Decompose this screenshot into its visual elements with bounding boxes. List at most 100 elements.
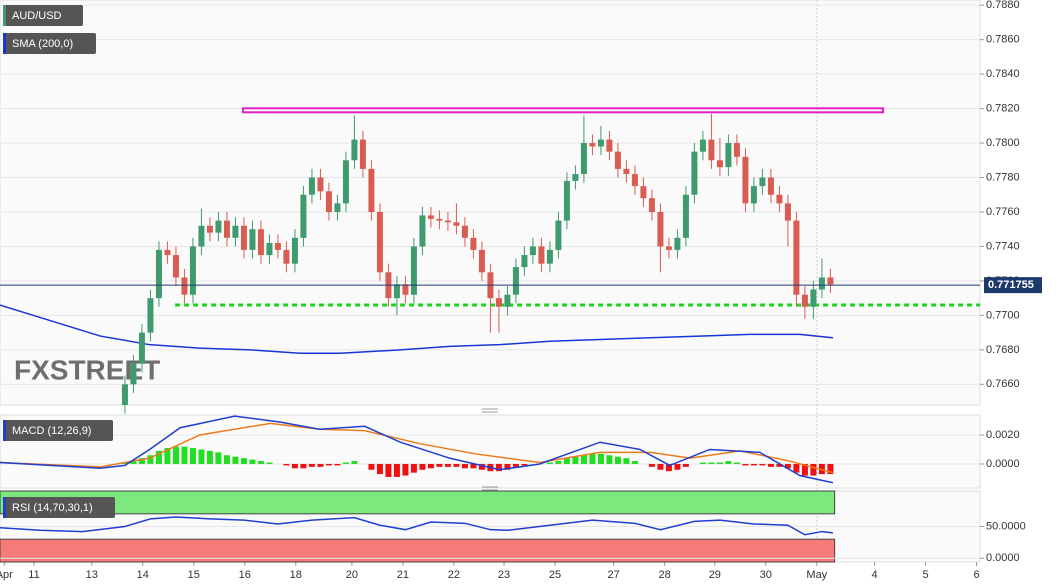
macd-histogram-bar <box>283 463 290 466</box>
macd-histogram-bar <box>674 463 681 470</box>
candle-body <box>266 243 273 256</box>
legend-box <box>3 5 83 26</box>
candle-body <box>376 211 383 273</box>
macd-histogram-bar <box>172 446 179 464</box>
macd-histogram-bar <box>555 461 562 464</box>
macd-histogram-bar <box>181 446 188 464</box>
x-tick-label: 23 <box>498 569 510 581</box>
y-tick-label: 0.7800 <box>986 137 1020 149</box>
macd-histogram-bar <box>801 463 808 476</box>
candle-body <box>215 220 222 233</box>
macd-histogram-bar <box>385 463 392 477</box>
macd-histogram-bar <box>232 456 239 464</box>
legend-label: AUD/USD <box>12 10 62 22</box>
candle-body <box>359 139 366 169</box>
candle-body <box>623 168 630 175</box>
y-tick-label: 0.7880 <box>986 0 1020 11</box>
candle-body <box>300 194 307 238</box>
macd-histogram-bar <box>325 463 332 466</box>
candle-body <box>716 160 723 168</box>
macd-histogram-bar <box>436 463 443 467</box>
candle-body <box>427 215 434 219</box>
candle-body <box>334 203 341 212</box>
candle-body <box>130 363 137 385</box>
macd-histogram-bar <box>351 461 358 464</box>
macd-histogram-bar <box>810 463 817 476</box>
candle-body <box>665 246 672 250</box>
candle-body <box>393 284 400 299</box>
candle-body <box>351 139 358 161</box>
candle-body <box>189 246 196 295</box>
macd-histogram-bar <box>147 455 154 464</box>
macd-histogram-bar <box>504 463 511 470</box>
x-tick-label: 4 <box>872 569 878 581</box>
y-tick-label: 0.7740 <box>986 240 1020 252</box>
macd-histogram-bar <box>776 463 783 467</box>
macd-histogram-bar <box>580 455 587 464</box>
candle-body <box>512 267 519 295</box>
candle-body <box>725 143 732 168</box>
x-tick-label: 22 <box>448 569 460 581</box>
candle-body <box>597 139 604 147</box>
macd-histogram-bar <box>623 458 630 464</box>
candle-body <box>521 255 528 268</box>
x-tick-label: 21 <box>397 569 409 581</box>
candle-body <box>342 160 349 204</box>
candle-body <box>529 246 536 256</box>
y-tick-label: 0.7820 <box>986 102 1020 114</box>
candle-body <box>759 177 766 187</box>
candle-body <box>470 237 477 250</box>
macd-histogram-bar <box>648 463 655 467</box>
macd-histogram-bar <box>631 461 638 464</box>
y-tick-label: 0.0000 <box>986 458 1020 470</box>
legend-label: SMA (200,0) <box>12 38 73 50</box>
macd-histogram-bar <box>589 453 596 464</box>
x-tick-label: 29 <box>709 569 721 581</box>
legend-swatch <box>3 33 6 54</box>
y-tick-label: 0.7660 <box>986 378 1020 390</box>
macd-histogram-bar <box>733 462 740 464</box>
macd-histogram-bar <box>793 463 800 473</box>
x-tick-label: 14 <box>137 569 149 581</box>
macd-line <box>0 415 834 484</box>
oversold-band <box>0 538 836 563</box>
candle-body <box>640 186 647 199</box>
macd-histogram-bar <box>657 463 664 470</box>
plot-layer: 0.7880 0.7860 0.7840 0.7820 0.7800 0.7780 0.77… <box>0 0 1042 581</box>
macd-histogram-bar <box>759 463 766 466</box>
macd-histogram-bar <box>300 463 307 469</box>
macd-histogram-bar <box>206 450 213 464</box>
candle-body <box>733 143 740 157</box>
candle-body <box>461 225 468 238</box>
candle-body <box>827 277 834 285</box>
macd-histogram-bar <box>317 463 324 467</box>
candle-body <box>444 220 451 223</box>
macd-histogram-bar <box>368 463 375 470</box>
candle-body <box>580 143 587 175</box>
macd-histogram-bar <box>461 463 468 469</box>
y-tick-label: 0.7840 <box>986 68 1020 80</box>
candle-body <box>419 215 426 247</box>
candle-body <box>589 143 596 147</box>
legend-box <box>3 420 113 441</box>
macd-histogram-bar <box>708 462 715 464</box>
macd-histogram-bar <box>223 455 230 464</box>
candle-body <box>325 191 332 212</box>
macd-histogram-bar <box>376 463 383 475</box>
legend-swatch <box>3 420 6 441</box>
x-tick-label: 20 <box>346 569 358 581</box>
candle-body <box>495 298 502 307</box>
macd-histogram-bar <box>512 463 519 467</box>
candle-body <box>606 139 613 152</box>
candle-body <box>402 284 409 295</box>
macd-histogram-bar <box>215 452 222 464</box>
rsi-line <box>0 516 834 536</box>
x-tick-label: 13 <box>86 569 98 581</box>
macd-histogram-bar <box>716 462 723 464</box>
candle-body <box>206 225 213 233</box>
candle-body <box>750 186 757 204</box>
candle-body <box>793 220 800 295</box>
macd-histogram-bar <box>597 453 604 464</box>
candle-body <box>504 294 511 307</box>
candle-body <box>810 289 817 307</box>
